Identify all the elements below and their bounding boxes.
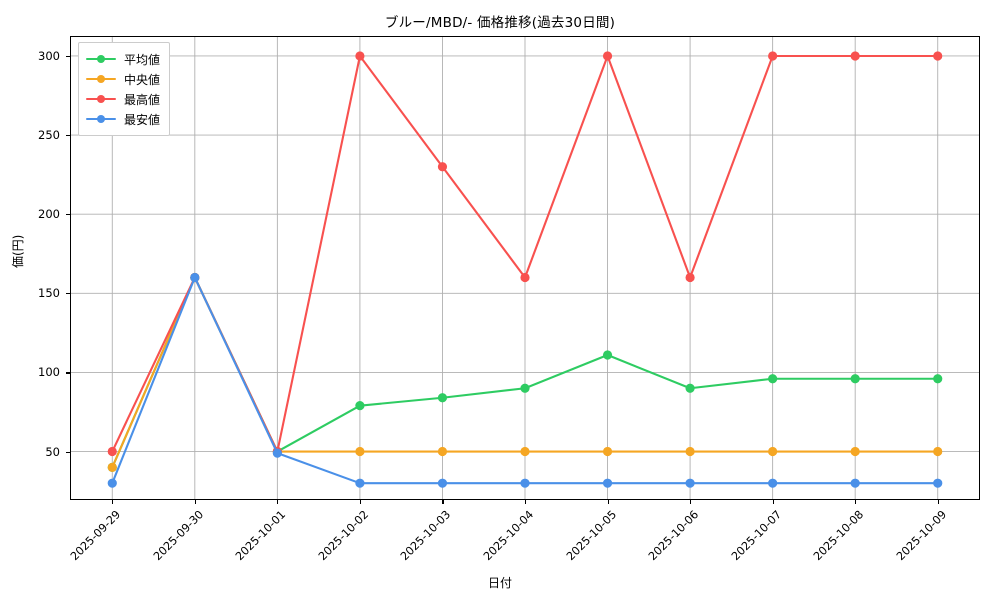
- data-point: [190, 272, 200, 283]
- legend-swatch-icon: [86, 92, 116, 106]
- legend-swatch-icon: [86, 112, 116, 126]
- y-axis-label: 価(円): [11, 234, 25, 268]
- legend-item-2[interactable]: 最高値: [86, 89, 160, 109]
- data-point: [437, 162, 448, 172]
- data-point: [437, 478, 448, 488]
- chart-legend: 平均値中央値最高値最安値: [78, 42, 171, 136]
- x-tick-label: 2025-09-29: [68, 508, 124, 564]
- x-tick-mark: [359, 500, 361, 504]
- x-axis-label: 日付: [487, 576, 512, 590]
- data-point: [520, 272, 530, 283]
- y-tick-mark: [66, 135, 70, 137]
- legend-label: 平均値: [124, 52, 161, 67]
- y-tick-label: 50: [45, 444, 60, 459]
- x-tick-label: 2025-10-03: [398, 508, 454, 564]
- data-point: [685, 272, 695, 283]
- legend-marker-icon: [97, 55, 105, 63]
- x-tick-label: 2025-10-07: [728, 508, 784, 564]
- y-tick-mark: [66, 451, 70, 453]
- x-tick-mark: [112, 500, 114, 504]
- x-tick-mark: [937, 500, 939, 504]
- grid-lines: [71, 37, 979, 499]
- x-tick-mark: [772, 500, 774, 504]
- legend-label: 中央値: [124, 72, 161, 87]
- x-tick-mark: [855, 500, 857, 504]
- x-tick-label: 2025-10-05: [563, 508, 619, 564]
- data-point: [602, 478, 613, 488]
- data-point: [933, 478, 943, 488]
- legend-item-1[interactable]: 中央値: [86, 69, 160, 89]
- legend-marker-icon: [97, 115, 105, 123]
- y-tick-mark: [66, 214, 70, 216]
- x-tick-label: 2025-09-30: [150, 508, 207, 564]
- data-point: [768, 51, 778, 61]
- data-point: [768, 446, 778, 457]
- y-tick-mark: [66, 372, 70, 374]
- chart-title: ブルー/MBD/- 価格推移(過去30日間): [384, 15, 616, 31]
- x-tick-mark: [277, 500, 279, 504]
- y-tick-mark: [66, 293, 70, 295]
- data-point: [933, 51, 943, 61]
- series-3: [107, 272, 943, 488]
- legend-swatch-icon: [86, 72, 116, 86]
- legend-label: 最安値: [124, 112, 161, 127]
- legend-marker-icon: [97, 75, 105, 83]
- x-tick-label: 2025-10-01: [233, 508, 289, 564]
- y-tick-label: 100: [38, 365, 60, 380]
- data-point: [768, 374, 778, 384]
- data-point: [850, 374, 860, 384]
- x-tick-mark: [690, 500, 692, 504]
- data-point: [768, 478, 778, 488]
- legend-item-3[interactable]: 最安値: [86, 109, 160, 129]
- data-point: [355, 51, 365, 61]
- x-tick-mark: [442, 500, 444, 504]
- data-point: [107, 478, 117, 488]
- data-point: [355, 478, 365, 488]
- data-point: [355, 446, 365, 457]
- x-tick-mark: [525, 500, 527, 504]
- x-tick-mark: [607, 500, 609, 504]
- data-point: [933, 446, 943, 457]
- data-point: [437, 446, 448, 457]
- data-point: [685, 446, 695, 457]
- x-tick-label: 2025-10-08: [811, 508, 867, 564]
- x-tick-mark: [194, 500, 196, 504]
- data-point: [850, 478, 860, 488]
- data-point: [602, 446, 613, 457]
- data-point: [602, 51, 613, 61]
- data-point: [933, 374, 943, 384]
- data-point: [107, 462, 117, 472]
- data-point: [520, 478, 530, 488]
- data-point: [520, 446, 530, 457]
- legend-item-0[interactable]: 平均値: [86, 49, 160, 69]
- y-tick-label: 250: [38, 128, 60, 143]
- y-tick-mark: [66, 55, 70, 58]
- data-point: [602, 350, 613, 360]
- x-tick-label: 2025-10-02: [315, 508, 372, 564]
- y-tick-label: 150: [38, 286, 60, 301]
- data-point: [272, 448, 282, 458]
- data-point: [685, 383, 695, 393]
- data-point: [107, 446, 117, 457]
- legend-marker-icon: [97, 95, 105, 103]
- plot-svg: [71, 37, 979, 499]
- x-tick-label: 2025-10-04: [481, 508, 537, 564]
- data-point: [437, 393, 448, 403]
- legend-label: 最高値: [124, 92, 161, 107]
- data-point: [355, 401, 365, 411]
- data-point: [850, 446, 860, 457]
- data-point: [685, 478, 695, 488]
- y-tick-label: 200: [38, 207, 60, 222]
- plot-area: [70, 36, 980, 500]
- x-tick-label: 2025-10-09: [893, 508, 949, 564]
- y-tick-label: 300: [38, 48, 60, 63]
- x-tick-label: 2025-10-06: [646, 508, 702, 564]
- legend-swatch-icon: [86, 52, 116, 66]
- data-point: [520, 383, 530, 393]
- data-point: [850, 51, 860, 61]
